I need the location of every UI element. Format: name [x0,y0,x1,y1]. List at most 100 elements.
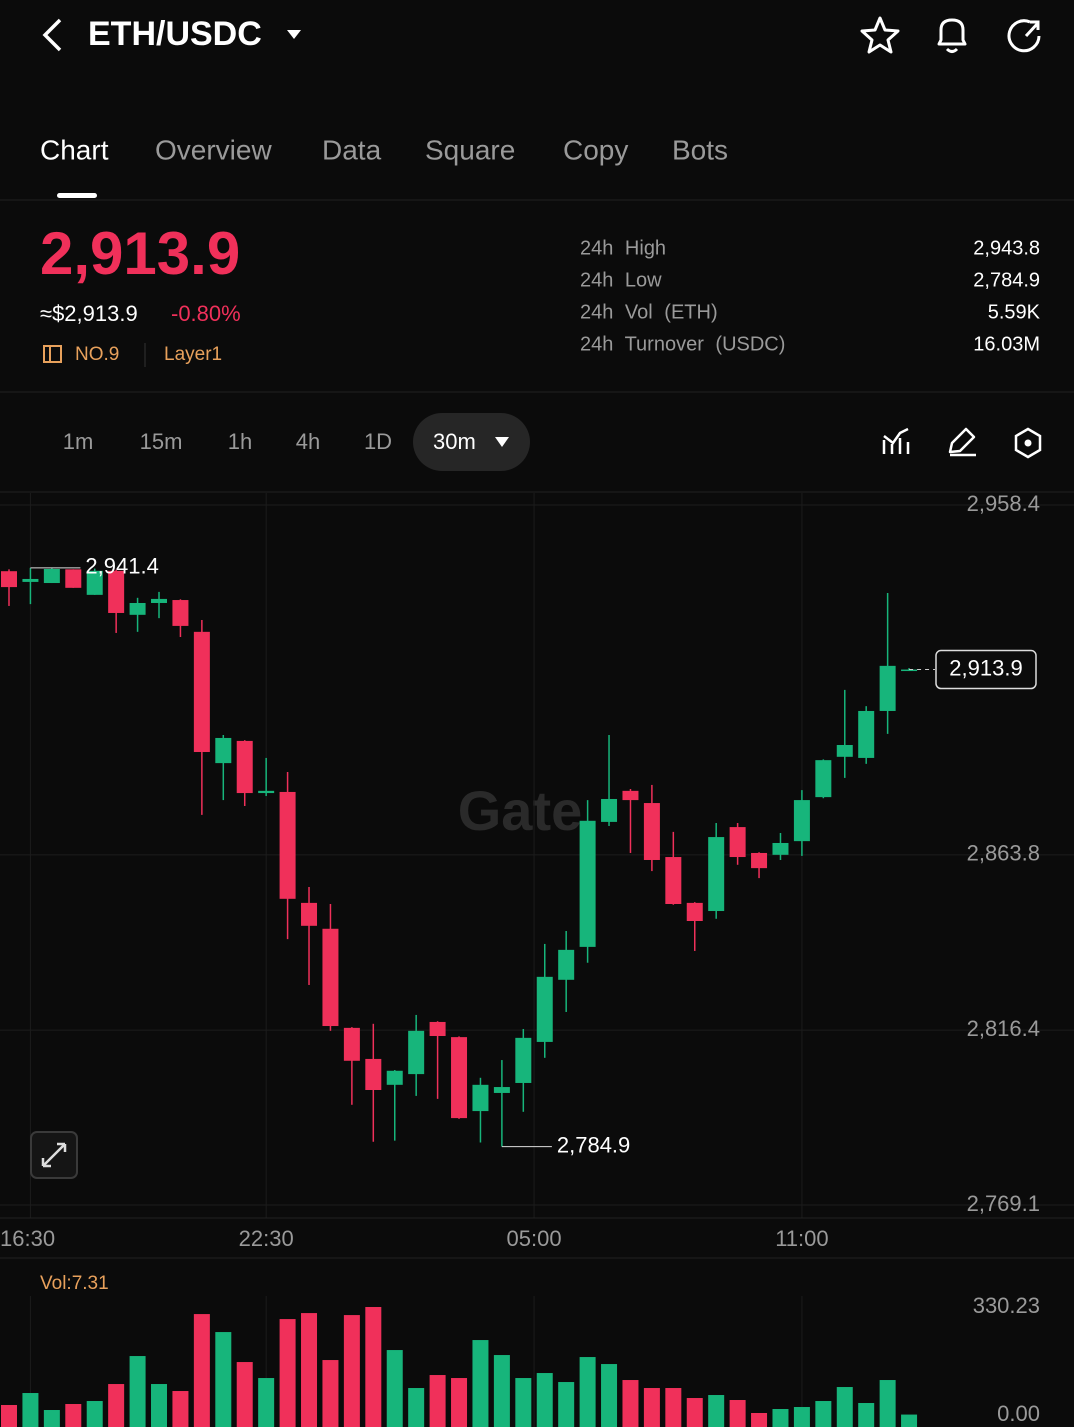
volume-bar [686,1398,703,1427]
timeframe[interactable]: 4h [296,429,320,454]
volume-bar [536,1373,553,1427]
x-tick-label: 16:30 [0,1226,55,1251]
candle-body [151,598,168,603]
candle-body [301,902,318,926]
candle-body [643,803,660,860]
tab[interactable]: Copy [563,134,628,165]
candle-body [793,800,810,842]
active-timeframe[interactable]: 30m [433,429,476,454]
alert-icon[interactable] [937,18,967,53]
candle-body [365,1058,382,1090]
volume-bar [858,1403,875,1427]
volume-bar [343,1315,360,1427]
candle-body [258,790,275,794]
volume-bar [22,1393,39,1427]
candle-body [172,600,189,626]
stat-value: 2,943.8 [973,237,1040,259]
volume-bar [836,1387,853,1427]
candle-body [43,568,60,584]
volume-bar [151,1384,168,1427]
candle-body [686,902,703,922]
tab[interactable]: Overview [155,134,272,165]
indicator-icon[interactable] [882,427,910,454]
volume-bar [793,1407,810,1427]
tab[interactable]: Chart [40,134,109,165]
x-tick-label: 05:00 [507,1226,562,1251]
favorite-icon[interactable] [860,16,900,54]
volume-bar [515,1378,532,1427]
annotation: 2,784.9 [557,1132,630,1157]
settings-dot [1024,439,1032,447]
volume-bar [279,1319,296,1427]
volume-bar [1,1405,17,1427]
pair-dropdown[interactable] [287,30,301,39]
annotation: 2,941.4 [85,554,158,579]
volume-bar [729,1400,746,1427]
volume-bar [65,1404,82,1427]
volume-bar [258,1378,275,1427]
volume-bar [558,1382,575,1427]
candle-body [493,1087,510,1093]
tab[interactable]: Square [425,134,515,165]
volume-bar [408,1388,425,1427]
candle-body [472,1084,489,1112]
rank-icon [43,345,62,363]
candle-body [215,737,232,764]
candle-body [108,570,125,613]
last-price-box [935,649,1037,690]
price-chart: Gate 16:30 22:30 05:00 11:00 2,958.4 2,863.8 2,… [0,491,1074,1251]
timeframe[interactable]: 1m [63,429,94,454]
volume-bar [86,1401,103,1427]
timeframe[interactable]: 15m [140,429,183,454]
settings-icon[interactable] [1014,427,1042,459]
pair-title[interactable]: ETH/USDC [88,15,262,53]
y-tick-label: 2,816.4 [967,1016,1040,1041]
volume-title: Vol:7.31 [40,1273,109,1294]
volume-bar [43,1410,60,1427]
candle-body [193,631,210,753]
usd-price: ≈$2,913.9 [40,301,138,326]
back-button[interactable] [42,18,62,52]
y-tick-label: 2,958.4 [967,491,1040,516]
tab-indicator [57,193,97,198]
candle-body [86,570,103,595]
y-tick-label: 2,863.8 [967,841,1040,866]
candle-body [772,842,789,855]
draw-icon[interactable] [948,427,976,457]
watermark: Gate [458,779,583,842]
candle-body [708,837,725,912]
price-change: -0.80% [171,301,241,326]
stats: 24h High 2,943.8 24h Low 2,784.9 24h Vol (ET… [580,237,1041,355]
stat-label: 24h High [580,237,666,259]
last-price-label: 2,913.9 [949,655,1022,680]
volume-bar [215,1332,232,1427]
candle-body [236,740,253,794]
candle-body [451,1037,468,1119]
candle-body [579,820,596,947]
active-timeframe-pill[interactable] [413,413,530,471]
volume-bar [665,1388,682,1427]
volume-bar [322,1360,339,1427]
timeframe-dropdown[interactable] [495,437,509,447]
volume-chart: Vol:7.31 330.23 0.00 [1,1273,1040,1427]
volume-bar [879,1380,896,1427]
volume-bar [708,1395,725,1427]
candle-body [536,976,553,1042]
fullscreen-icon [41,1142,67,1168]
timeframe[interactable]: 1D [364,429,392,454]
volume-bar [429,1375,446,1427]
volume-bar [365,1307,382,1427]
tag[interactable]: Layer1 [164,344,222,365]
volume-bar [751,1413,768,1427]
volume-bar [108,1384,125,1427]
volume-bar [472,1340,489,1427]
share-icon[interactable] [1007,19,1041,53]
volume-bar [301,1313,318,1427]
tab[interactable]: Bots [672,134,728,165]
timeframe[interactable]: 1h [228,429,252,454]
candle-body [1,571,17,588]
tab[interactable]: Data [322,134,382,165]
candle-body [386,1070,403,1085]
candle-body [751,852,768,869]
candle-body [901,669,918,672]
